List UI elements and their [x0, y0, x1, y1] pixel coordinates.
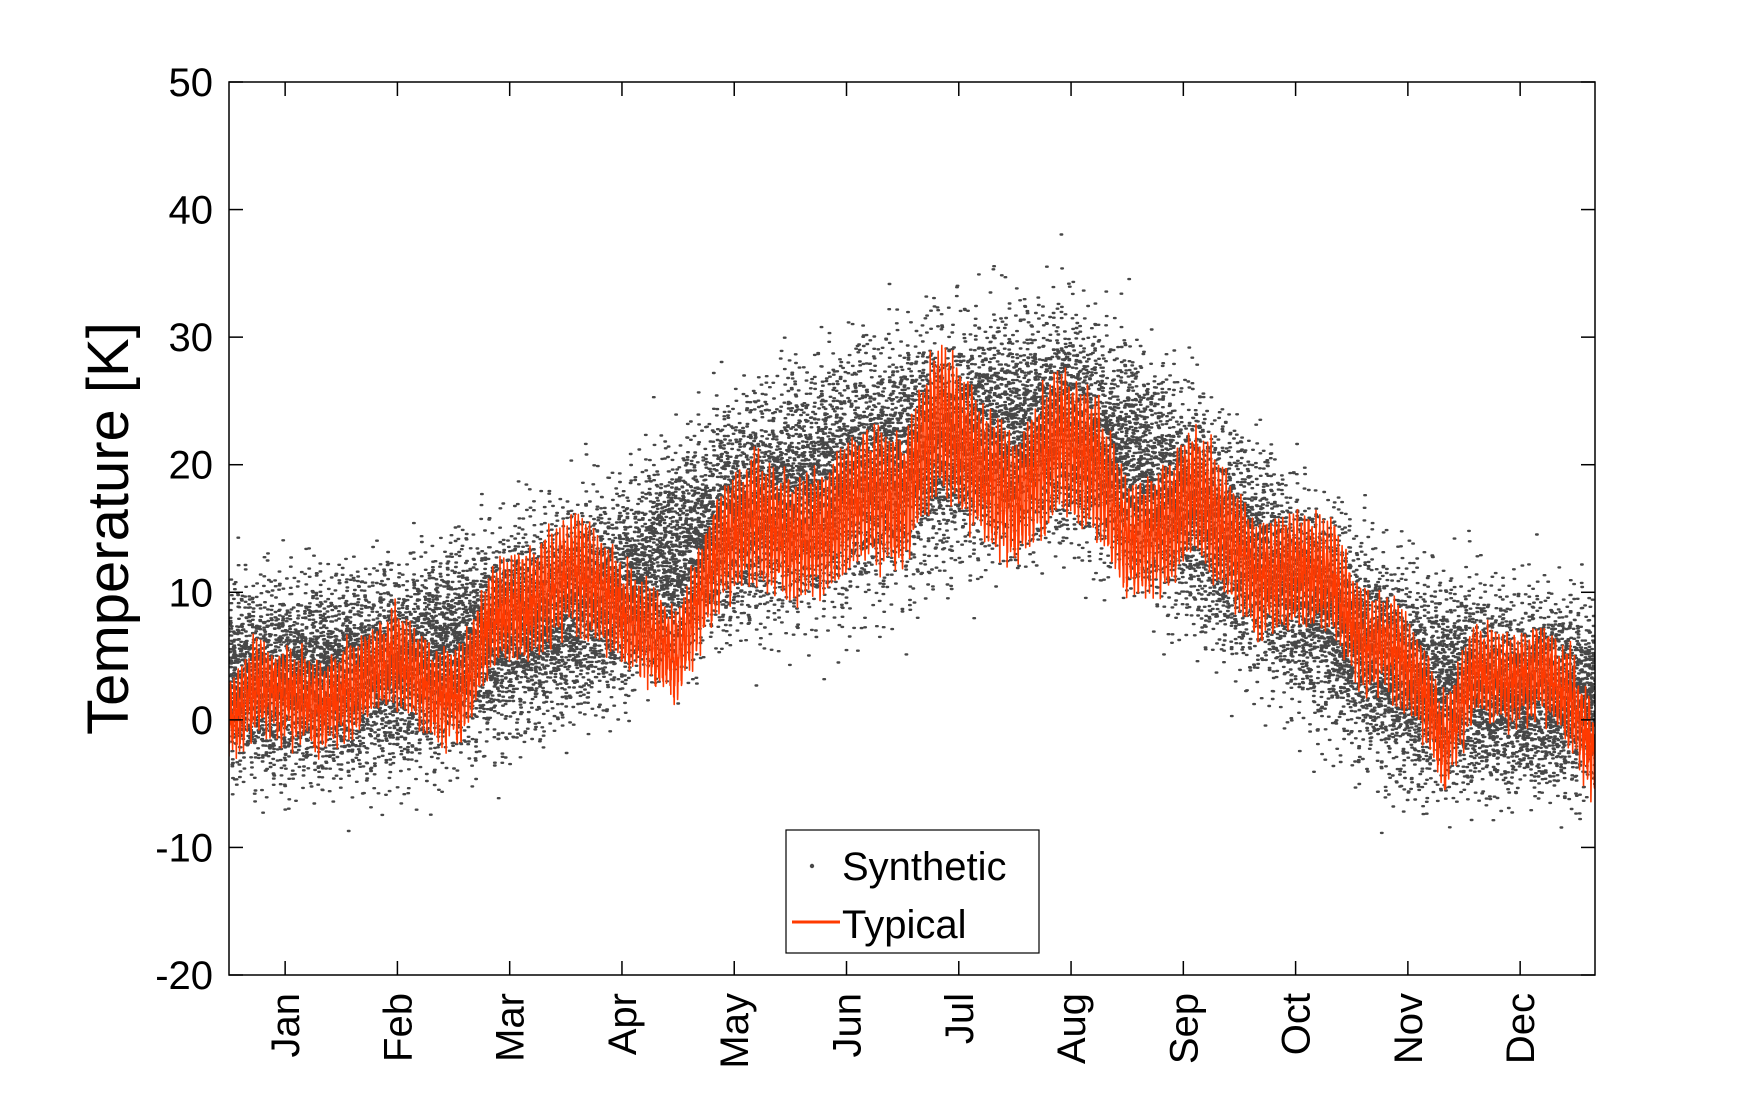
plot-frame	[228, 81, 1596, 976]
x-tick-label: Sep	[1162, 993, 1206, 1064]
x-tick-label: Jul	[938, 993, 982, 1044]
y-tick-label: 50	[169, 61, 214, 105]
y-tick-label: 0	[191, 699, 213, 743]
x-tick-label: Nov	[1387, 993, 1431, 1064]
x-tick-label: Mar	[489, 993, 533, 1062]
axes: -20 -10 0 10 20 30 40 50 Jan Feb Mar Apr May Jun Jul Au…	[76, 61, 1596, 1069]
y-axis-label: Temperature [K]	[76, 322, 141, 735]
legend-typical-label: Typical	[842, 903, 967, 947]
x-tick-label: Jun	[826, 993, 870, 1058]
legend-box	[785, 829, 1040, 954]
y-tick-label: 10	[169, 571, 214, 615]
legend-synthetic-marker	[809, 863, 815, 869]
x-tick-label: May	[713, 993, 757, 1069]
x-tick-label: Oct	[1275, 993, 1319, 1055]
y-tick-label: -20	[155, 954, 213, 998]
y-tick-label: -10	[155, 826, 213, 870]
legend: Synthetic Typical	[785, 829, 1040, 954]
x-tick-label: Feb	[376, 993, 420, 1062]
synthetic-series	[229, 233, 1595, 835]
x-tick-label: Aug	[1050, 993, 1094, 1064]
synthetic-points	[229, 233, 1595, 835]
x-tick-label: Jan	[264, 993, 308, 1058]
y-tick-label: 20	[169, 444, 214, 488]
typical-line	[229, 344, 1595, 803]
typical-series	[229, 344, 1595, 803]
y-tick-label: 30	[169, 316, 214, 360]
x-tick-label: Apr	[601, 993, 645, 1055]
y-tick-label: 40	[169, 189, 214, 233]
x-tick-label: Dec	[1499, 993, 1543, 1064]
legend-synthetic-label: Synthetic	[842, 845, 1007, 889]
